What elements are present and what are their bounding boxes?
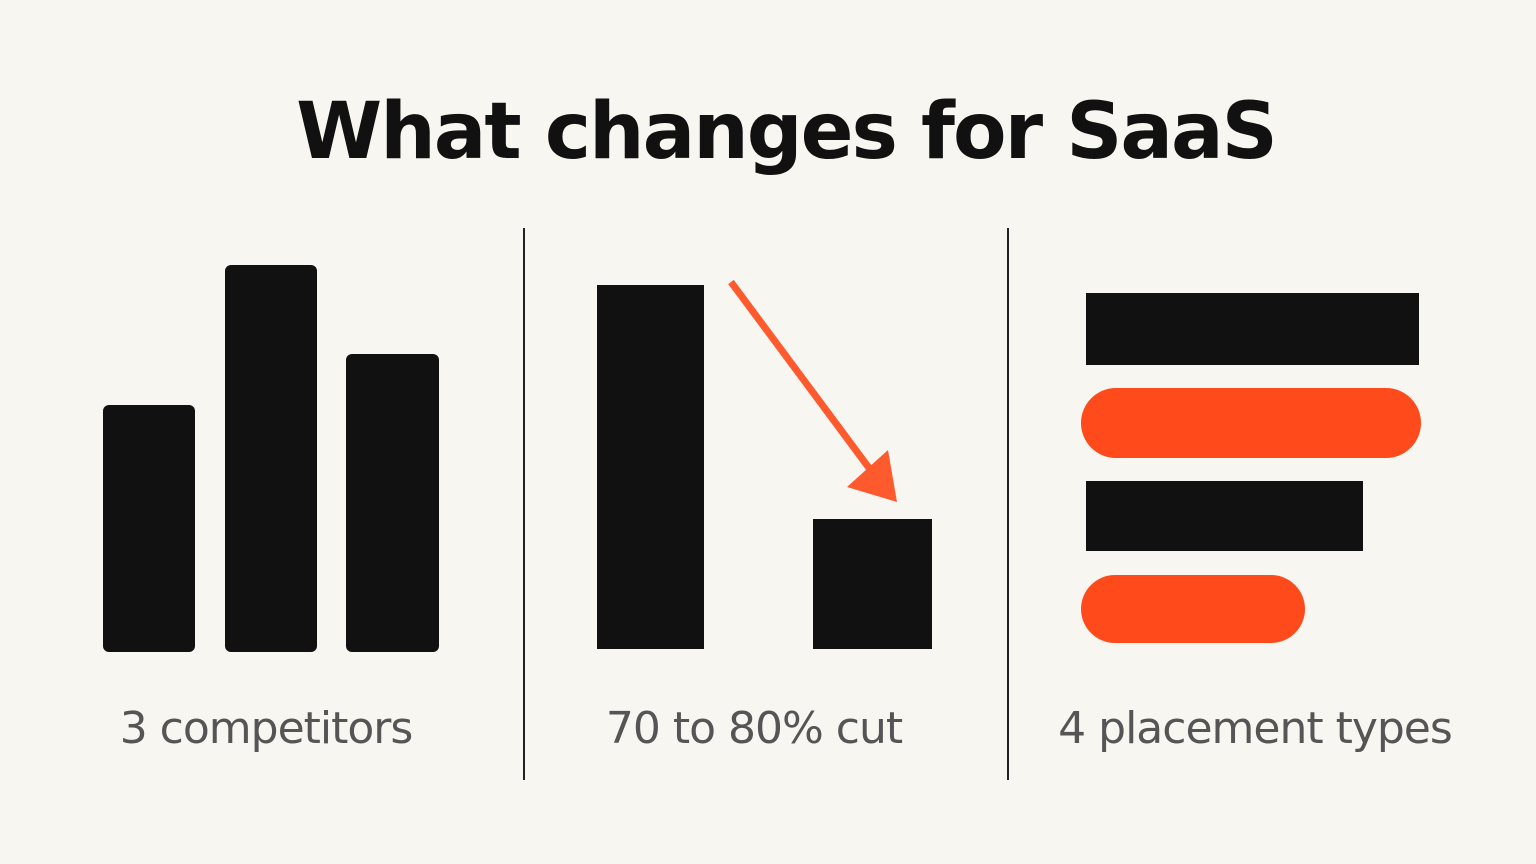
caption: 4 placement types	[1058, 703, 1452, 754]
title: What changes for SaaS	[296, 87, 1276, 177]
icon-bar	[1086, 293, 1419, 365]
caption: 70 to 80% cut	[606, 703, 903, 754]
placements-icon	[1081, 293, 1421, 643]
arrow-line	[728, 279, 875, 475]
icon-pill	[1081, 388, 1421, 458]
icon-bar	[346, 354, 439, 652]
cut-icon	[597, 279, 932, 649]
icon-bar	[103, 405, 195, 652]
icon-bar	[225, 265, 317, 652]
icon-bar	[813, 519, 932, 649]
competitors-icon	[103, 265, 439, 652]
icon-bar	[597, 285, 704, 649]
arrow-head	[847, 450, 897, 502]
icon-bar	[1086, 481, 1363, 551]
caption: 3 competitors	[120, 703, 413, 754]
icon-pill	[1081, 575, 1305, 643]
